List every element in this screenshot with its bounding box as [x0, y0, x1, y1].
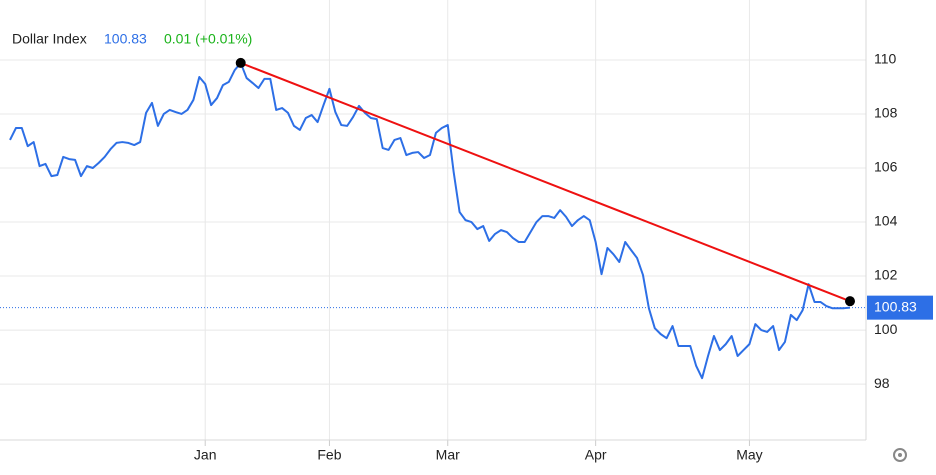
trendline-anchor: [845, 296, 855, 307]
trendline-anchor: [235, 57, 246, 68]
y-tick-label: 102: [874, 267, 898, 283]
grid: [0, 0, 866, 446]
change: 0.01 (+0.01%): [164, 31, 252, 47]
gear[interactable]: [893, 448, 907, 462]
last-value-tag-label: 100.83: [874, 298, 917, 314]
x-tick-label: Apr: [585, 447, 607, 463]
plot: 100.83: [0, 57, 933, 380]
x-tick-label: Jan: [194, 447, 217, 463]
settings-icon[interactable]: [893, 448, 907, 462]
trendline: [240, 62, 851, 303]
x-tick-label: Feb: [317, 447, 341, 463]
x-tick-label: May: [736, 447, 762, 463]
x-tick-label: Mar: [436, 447, 460, 463]
last-value-tag: [867, 295, 933, 320]
y-tick-label: 98: [874, 375, 890, 391]
data-line: [9, 61, 851, 380]
y-tick-label: 104: [874, 213, 898, 229]
y-tick-label: 106: [874, 159, 898, 175]
gear-center[interactable]: [898, 453, 902, 457]
y-tick-label: 108: [874, 105, 898, 121]
last-value: 100.83: [104, 31, 147, 47]
chart-title: Dollar Index: [12, 31, 87, 47]
y-tick-label: 110: [874, 51, 897, 67]
y-tick-label: 100: [874, 321, 898, 337]
